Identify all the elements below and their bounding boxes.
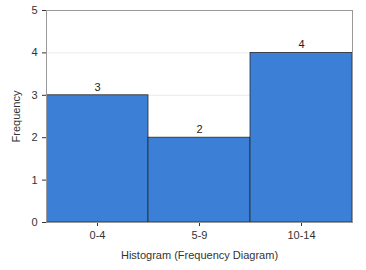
svg-text:Frequency: Frequency: [10, 90, 22, 142]
svg-text:2: 2: [31, 131, 37, 143]
svg-text:5-9: 5-9: [192, 229, 208, 241]
svg-text:3: 3: [31, 89, 37, 101]
svg-text:2: 2: [196, 123, 202, 135]
svg-text:4: 4: [31, 46, 37, 58]
svg-text:5: 5: [31, 4, 37, 16]
svg-text:0: 0: [31, 216, 37, 228]
svg-text:0-4: 0-4: [90, 229, 106, 241]
svg-text:4: 4: [298, 38, 304, 50]
svg-text:10-14: 10-14: [287, 229, 315, 241]
svg-text:3: 3: [94, 81, 100, 93]
svg-text:1: 1: [31, 174, 37, 186]
svg-text:Histogram (Frequency Diagram): Histogram (Frequency Diagram): [121, 249, 278, 261]
